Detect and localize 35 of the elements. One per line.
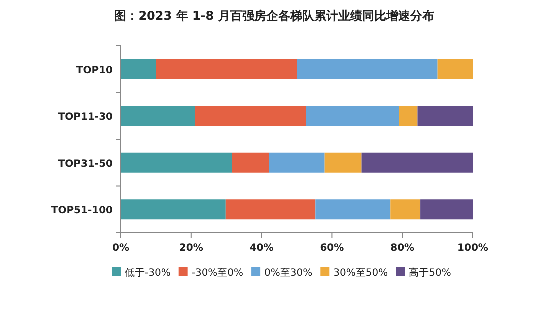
legend-label: 0%至30% bbox=[264, 268, 313, 279]
x-tick-label: 60% bbox=[320, 243, 344, 254]
bar bbox=[232, 152, 270, 173]
x-tick-label: 100% bbox=[458, 243, 488, 254]
legend-label: -30%至0% bbox=[192, 268, 244, 279]
bar bbox=[121, 106, 196, 126]
bar bbox=[399, 106, 418, 126]
bar bbox=[390, 200, 421, 220]
bar bbox=[269, 152, 325, 173]
bar bbox=[438, 59, 473, 80]
legend-label: 30%至50% bbox=[334, 268, 388, 279]
y-tick-label: TOP10 bbox=[76, 65, 114, 76]
y-tick-label: TOP31-50 bbox=[58, 158, 114, 170]
x-tick-label: 80% bbox=[390, 243, 415, 254]
bar bbox=[316, 200, 391, 220]
legend-label: 高于50% bbox=[409, 267, 452, 279]
y-tick-label: TOP51-100 bbox=[51, 206, 114, 217]
chart-title: 图：2023 年 1-8 月百强房企各梯队累计业绩同比增速分布 bbox=[114, 9, 434, 23]
bar bbox=[362, 152, 473, 173]
y-tick-label: TOP11-30 bbox=[58, 112, 114, 124]
x-tick-label: 20% bbox=[179, 243, 204, 254]
bar bbox=[420, 200, 473, 220]
bar bbox=[226, 200, 316, 220]
legend-label: 低于-30% bbox=[125, 268, 171, 279]
bar bbox=[121, 152, 232, 173]
bar bbox=[195, 106, 307, 126]
bar bbox=[121, 200, 226, 220]
bar bbox=[156, 59, 297, 80]
bar bbox=[306, 106, 400, 126]
bar bbox=[418, 106, 474, 126]
bar bbox=[121, 59, 156, 80]
x-tick-label: 0% bbox=[112, 243, 130, 254]
bar bbox=[297, 59, 438, 80]
x-tick-label: 40% bbox=[250, 243, 274, 254]
bar bbox=[324, 152, 362, 173]
